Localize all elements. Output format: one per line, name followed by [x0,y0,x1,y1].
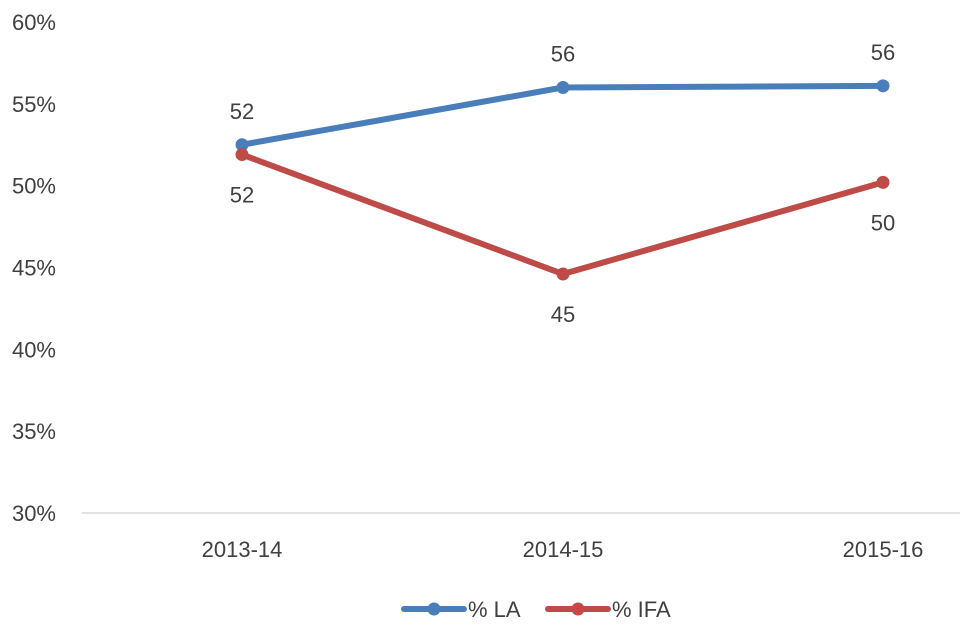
data-label: 56 [871,40,895,65]
data-point [235,148,249,162]
y-tick-label: 30% [12,501,56,526]
y-tick-label: 60% [12,10,56,35]
y-tick-label: 45% [12,256,56,281]
data-labels-layer: 52 56 56 52 45 50 [230,40,895,327]
y-axis: 30% 35% 40% 45% 50% 55% 60% [12,10,56,526]
data-point [876,175,890,189]
data-label: 50 [871,210,895,235]
y-tick-label: 35% [12,419,56,444]
data-label: 45 [551,302,575,327]
y-tick-label: 55% [12,92,56,117]
y-tick-label: 50% [12,174,56,199]
x-tick-label: 2013-14 [202,537,283,562]
x-axis: 2013-14 2014-15 2015-16 [82,512,960,562]
y-tick-label: 40% [12,337,56,362]
legend-swatch-marker [571,602,585,616]
data-label: 56 [551,41,575,66]
data-point [235,138,249,152]
data-point [876,79,890,93]
legend: % LA % IFA [401,597,671,622]
x-tick-label: 2015-16 [843,537,924,562]
data-point [556,267,570,281]
data-label: 52 [230,99,254,124]
series-layer [235,79,890,281]
legend-label: % LA [468,597,521,622]
series-line [239,151,886,278]
legend-swatch-marker [427,602,441,616]
legend-label: % IFA [612,597,671,622]
x-tick-label: 2014-15 [523,537,604,562]
data-point [556,80,570,94]
series-line [239,82,886,148]
data-label: 52 [230,183,254,208]
